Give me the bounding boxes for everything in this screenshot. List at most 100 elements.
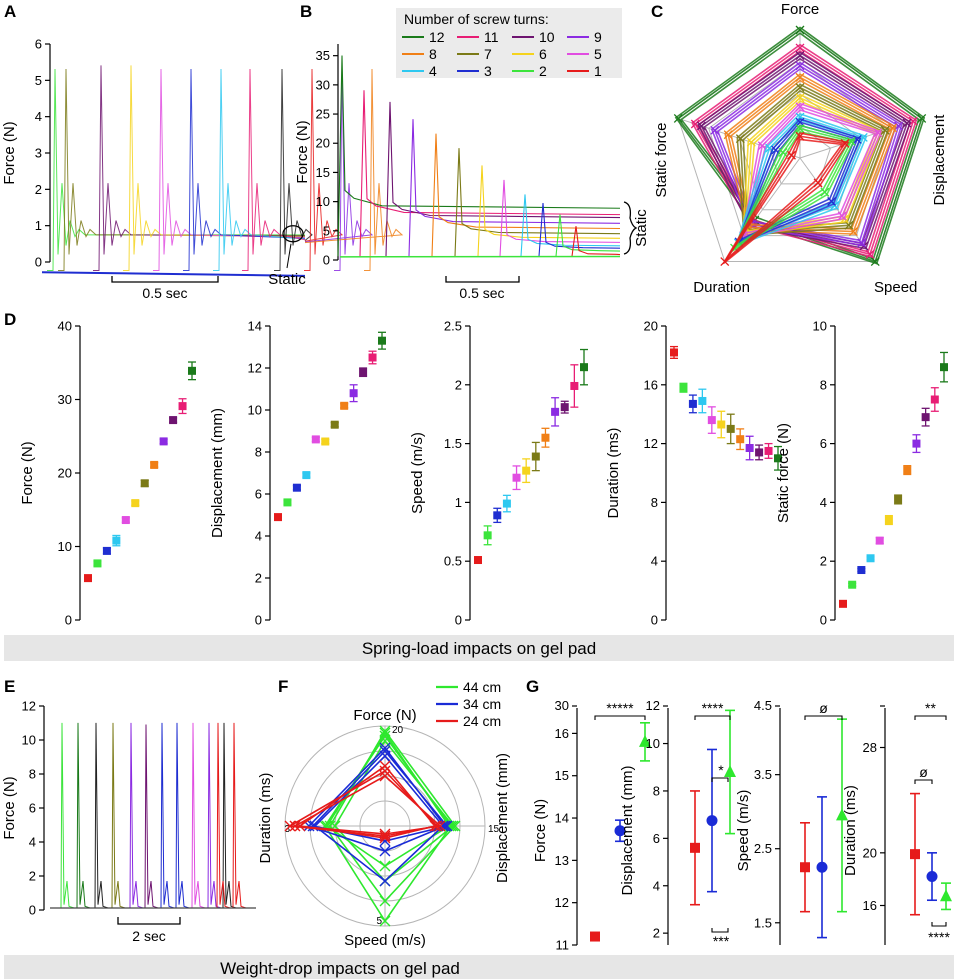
panel-a-scalebar-label: 0.5 sec	[142, 285, 187, 301]
panel-f-marker	[289, 820, 301, 832]
panel-d2-point	[321, 437, 330, 446]
banner-spring-text: Spring-load impacts on gel pad	[362, 639, 596, 658]
panel-c-marker	[795, 131, 805, 141]
panel-b-trace	[477, 165, 621, 257]
panel-b-y-tick-label: 5	[323, 223, 330, 238]
panel-d4-point	[688, 399, 697, 408]
panel-b-y-tick-label: 35	[316, 48, 330, 63]
panel-d3-point	[493, 511, 502, 520]
panel-d5-point	[912, 439, 921, 448]
panel-d3-point	[483, 531, 492, 540]
panel-b-scalebar	[445, 276, 520, 283]
panel-a-trace	[242, 68, 306, 271]
panel-b-legend-label: 3	[484, 63, 492, 79]
panel-d4-y-tick-label: 20	[644, 319, 658, 334]
panel-a-y-tick-label: 0	[35, 255, 42, 270]
panel-g3-point	[816, 861, 828, 873]
panel-c-marker	[778, 148, 788, 157]
panel-e-y-label: Force (N)	[1, 776, 18, 839]
panel-c-marker	[795, 124, 805, 134]
panel-a-trace	[213, 68, 306, 271]
panel-e-y-tick-label: 8	[29, 767, 36, 782]
panel-g3-y-tick-label: 2.5	[754, 841, 772, 856]
panel-c-series	[725, 138, 844, 260]
panel-a-trace	[183, 68, 306, 271]
panel-g3-y-tick-label: 1.5	[754, 915, 772, 930]
panel-d2-point	[330, 420, 339, 429]
panel-d4-point	[707, 416, 716, 425]
panel-d5-y-tick-label: 4	[820, 495, 827, 510]
panel-d5-y-tick-label: 8	[820, 377, 827, 392]
panel-f-marker	[434, 820, 446, 832]
panel-b-y-tick-label: 10	[316, 194, 330, 209]
panel-c-marker	[857, 238, 867, 248]
panel-e-trace	[171, 722, 190, 909]
panel-b-legend-label: 7	[484, 46, 492, 62]
panel-a-y-tick-label: 3	[35, 146, 42, 161]
panel-a-y-tick-label: 4	[35, 109, 42, 124]
panel-d2-point	[378, 336, 386, 345]
panel-c-series	[724, 135, 847, 263]
panel-c-marker	[795, 51, 805, 61]
panel-c-marker	[813, 178, 823, 188]
panel-f-marker	[379, 845, 391, 857]
panel-f-marker	[284, 820, 296, 832]
panel-f-marker	[379, 725, 391, 737]
panel-c-marker	[746, 137, 756, 147]
panel-g2-y-tick-label: 6	[653, 831, 660, 846]
panel-c-marker	[710, 125, 720, 135]
panel-f-axis-label: Speed (m/s)	[344, 932, 426, 949]
panel-f-axis-label: Force (N)	[353, 707, 416, 724]
panel-g1-y-tick-label: 15	[555, 768, 569, 783]
panel-c-marker	[858, 132, 868, 142]
panel-c-marker	[690, 119, 700, 129]
panel-c-marker	[795, 102, 805, 112]
panel-d3-y-tick-label: 2	[455, 377, 462, 392]
panel-b-legend-label: 5	[594, 46, 602, 62]
panel-c-marker	[757, 141, 767, 151]
panel-g4-point	[910, 849, 920, 860]
panel-b-brace	[623, 201, 638, 255]
panel-d4-point	[764, 446, 773, 455]
panel-c-marker	[873, 128, 883, 138]
panel-d2-y-tick-label: 10	[248, 403, 262, 418]
panel-d2-point	[349, 389, 358, 398]
panel-f-axis-label: Duration (ms)	[257, 773, 274, 864]
panel-b-trace	[538, 203, 621, 257]
panel-c-series	[697, 51, 912, 250]
panel-c-series	[742, 93, 882, 238]
panel-e-trace	[90, 722, 109, 909]
panel-b-y-tick-label: 15	[316, 165, 330, 180]
panel-d5-point	[839, 599, 847, 608]
panel-b-trace	[555, 214, 621, 257]
panel-g2-point	[706, 815, 718, 827]
panel-d1-y-tick-label: 10	[58, 539, 72, 554]
panel-e-y-tick-label: 2	[29, 869, 36, 884]
panel-d5-point	[848, 580, 857, 589]
panel-f-marker	[379, 727, 391, 739]
panel-d2-point	[311, 435, 320, 444]
panel-c-marker	[795, 117, 805, 127]
panel-d5-point	[875, 536, 884, 545]
panel-d3-point	[522, 466, 531, 475]
panel-g4-y-label: Duration (ms)	[842, 785, 859, 876]
panel-d3-point	[502, 499, 511, 508]
panel-d5-point	[884, 516, 893, 525]
panel-c-series	[742, 105, 879, 237]
panel-f-marker	[379, 745, 391, 757]
panel-d4-y-tick-label: 16	[644, 377, 658, 392]
panel-g2-sig-bracket	[694, 715, 731, 720]
panel-d4-y-tick-label: 4	[651, 554, 658, 569]
panel-e-scalebar	[117, 917, 181, 925]
panel-f-marker	[379, 860, 391, 872]
panel-c-marker	[673, 113, 683, 123]
panel-c-series	[710, 61, 903, 247]
panel-a-static-label: Static	[268, 271, 306, 288]
panel-e-trace	[107, 722, 126, 909]
panel-d4-point	[774, 454, 782, 463]
panel-c-grid-ring	[768, 125, 832, 185]
panel-c-series	[735, 118, 862, 246]
panel-g2-sig-bracket	[711, 777, 729, 782]
panel-g4-y-tick-label: 16	[863, 898, 877, 913]
panel-g4-y-tick-label: 20	[863, 845, 877, 860]
